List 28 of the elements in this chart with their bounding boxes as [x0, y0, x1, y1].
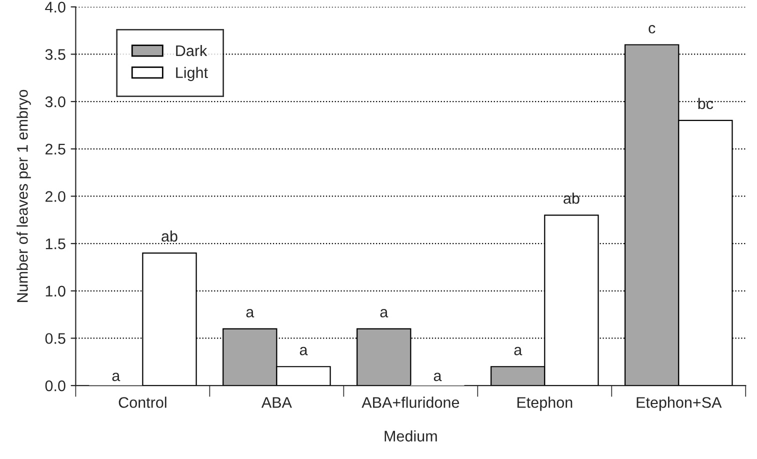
x-tick-label: Etephon+SA — [636, 396, 722, 411]
y-axis-title: Number of leaves per 1 embryo — [16, 90, 31, 302]
y-tick-label: 2.5 — [46, 144, 66, 155]
data-label: a — [434, 372, 442, 382]
data-label: bc — [698, 98, 714, 110]
y-tick-label: 1.0 — [46, 286, 66, 297]
x-tick-label: ABA+fluridone — [362, 396, 460, 408]
data-label: a — [246, 309, 254, 318]
y-tick-label: 3.0 — [45, 96, 66, 108]
legend-label: Dark — [176, 44, 208, 56]
legend-label: Light — [176, 66, 208, 82]
data-label: ab — [162, 230, 178, 242]
x-axis-title: Medium — [384, 430, 437, 442]
x-tick-label: ABA — [261, 397, 292, 408]
data-label: a — [514, 346, 522, 356]
y-tick-label: 1.5 — [46, 238, 66, 250]
y-tick-label: 4.0 — [45, 2, 66, 13]
data-label: ab — [564, 192, 580, 204]
x-tick-label: Etephon — [517, 396, 572, 411]
data-label: a — [112, 372, 120, 382]
data-label: c — [648, 25, 656, 34]
y-tick-label: 3.5 — [45, 49, 66, 60]
data-label: a — [380, 309, 388, 318]
data-label: a — [300, 346, 308, 356]
y-tick-label: 2.0 — [46, 191, 66, 202]
y-tick-label: 0.5 — [45, 333, 66, 344]
y-tick-label: 0.0 — [45, 380, 66, 392]
x-tick-label: Control — [118, 396, 166, 408]
